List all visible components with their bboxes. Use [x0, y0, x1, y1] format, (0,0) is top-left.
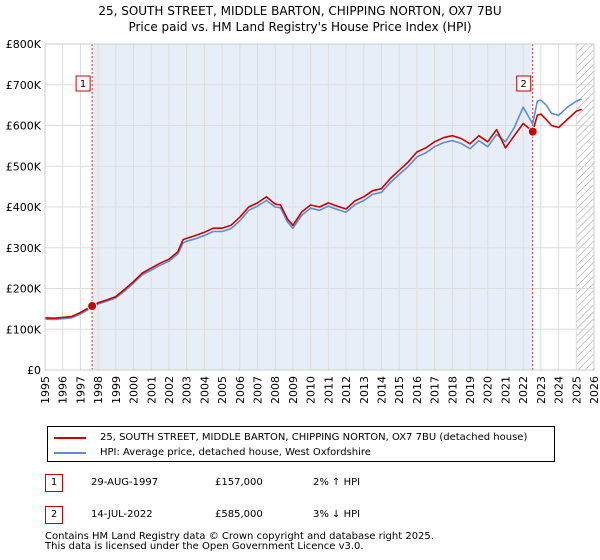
x-tick-label: 2015 — [393, 376, 406, 404]
legend-item-hpi: HPI: Average price, detached house, West… — [54, 445, 371, 460]
x-tick-label: 2022 — [517, 376, 530, 404]
x-tick-label: 2008 — [269, 376, 282, 404]
x-tick-label: 2010 — [305, 376, 318, 404]
x-tick-label: 2018 — [446, 376, 459, 404]
x-tick-label: 2017 — [429, 376, 442, 404]
x-tick-label: 1998 — [92, 376, 105, 404]
series-line — [45, 108, 582, 320]
legend-item-property: 25, SOUTH STREET, MIDDLE BARTON, CHIPPIN… — [54, 430, 527, 445]
x-tick-label: 2014 — [375, 376, 388, 404]
x-tick-label: 2011 — [322, 376, 335, 404]
transaction-price: £585,000 — [215, 509, 263, 520]
transaction-badge: 2 — [45, 506, 63, 524]
legend: 25, SOUTH STREET, MIDDLE BARTON, CHIPPIN… — [47, 426, 555, 462]
transaction-hpi-change: 2% ↑ HPI — [313, 477, 361, 488]
x-tick-label: 2009 — [287, 376, 300, 404]
x-tick-label: 2013 — [358, 376, 371, 404]
transaction-badge: 1 — [45, 474, 63, 492]
transaction-date: 14-JUL-2022 — [91, 509, 153, 520]
chart-subtitle: Price paid vs. HM Land Registry's House … — [128, 20, 472, 34]
sale-point — [87, 301, 98, 312]
x-tick-label: 2026 — [588, 376, 600, 404]
legend-label-property: 25, SOUTH STREET, MIDDLE BARTON, CHIPPIN… — [100, 432, 528, 443]
legend-swatch-hpi — [54, 451, 86, 454]
y-tick-label: £200K — [6, 283, 42, 296]
x-tick-label: 2021 — [499, 376, 512, 404]
footer-copyright: Contains HM Land Registry data © Crown c… — [45, 531, 434, 542]
sale-number-label: 2 — [521, 79, 527, 90]
x-tick-label: 1997 — [74, 376, 87, 404]
x-tick-label: 2016 — [411, 376, 424, 404]
x-tick-label: 2002 — [163, 376, 176, 404]
x-tick-label: 2001 — [145, 376, 158, 404]
chart-area: 1 2 £0 £100K £200K £300K £400K £500K £600K £700K… — [6, 38, 600, 404]
transaction-price: £157,000 — [215, 477, 263, 488]
x-tick-label: 2006 — [234, 376, 247, 404]
y-tick-label: £300K — [6, 242, 42, 255]
y-tick-label: £600K — [6, 120, 42, 133]
x-tick-label: 2012 — [340, 376, 353, 404]
x-tick-label: 1995 — [39, 376, 52, 404]
sale-point — [527, 126, 538, 137]
y-tick-label: £100K — [6, 323, 42, 336]
x-tick-label: 2000 — [128, 376, 141, 404]
y-tick-label: £700K — [6, 79, 42, 92]
y-tick-label: £400K — [6, 201, 42, 214]
sale-number-box — [75, 75, 91, 92]
x-tick-label: 1996 — [57, 376, 70, 404]
x-tick-label: 2024 — [553, 376, 566, 404]
y-tick-label: £0 — [27, 364, 41, 377]
transaction-date: 29-AUG-1997 — [91, 477, 159, 488]
x-tick-label: 2005 — [216, 376, 229, 404]
y-tick-label: £500K — [6, 160, 42, 173]
x-tick-label: 2019 — [464, 376, 477, 404]
legend-swatch-property — [54, 436, 86, 439]
footer-licence: This data is licensed under the Open Gov… — [45, 541, 364, 552]
series-line — [45, 98, 582, 321]
y-tick-label: £800K — [6, 38, 42, 51]
x-tick-label: 2003 — [181, 376, 194, 404]
x-tick-label: 2007 — [252, 376, 265, 404]
footer: Contains HM Land Registry data © Crown c… — [45, 532, 434, 552]
x-tick-label: 2020 — [482, 376, 495, 404]
plot-border — [44, 43, 595, 371]
x-tick-label: 2023 — [535, 376, 548, 404]
transaction-hpi-change: 3% ↓ HPI — [313, 509, 361, 520]
sale-number-label: 1 — [80, 79, 86, 90]
chart-title: 25, SOUTH STREET, MIDDLE BARTON, CHIPPIN… — [98, 4, 502, 18]
sale-number-box — [516, 75, 532, 92]
x-tick-label: 2004 — [198, 376, 211, 404]
x-tick-label: 1999 — [110, 376, 123, 404]
x-tick-label: 2025 — [570, 376, 583, 404]
legend-label-hpi: HPI: Average price, detached house, West… — [100, 447, 371, 458]
